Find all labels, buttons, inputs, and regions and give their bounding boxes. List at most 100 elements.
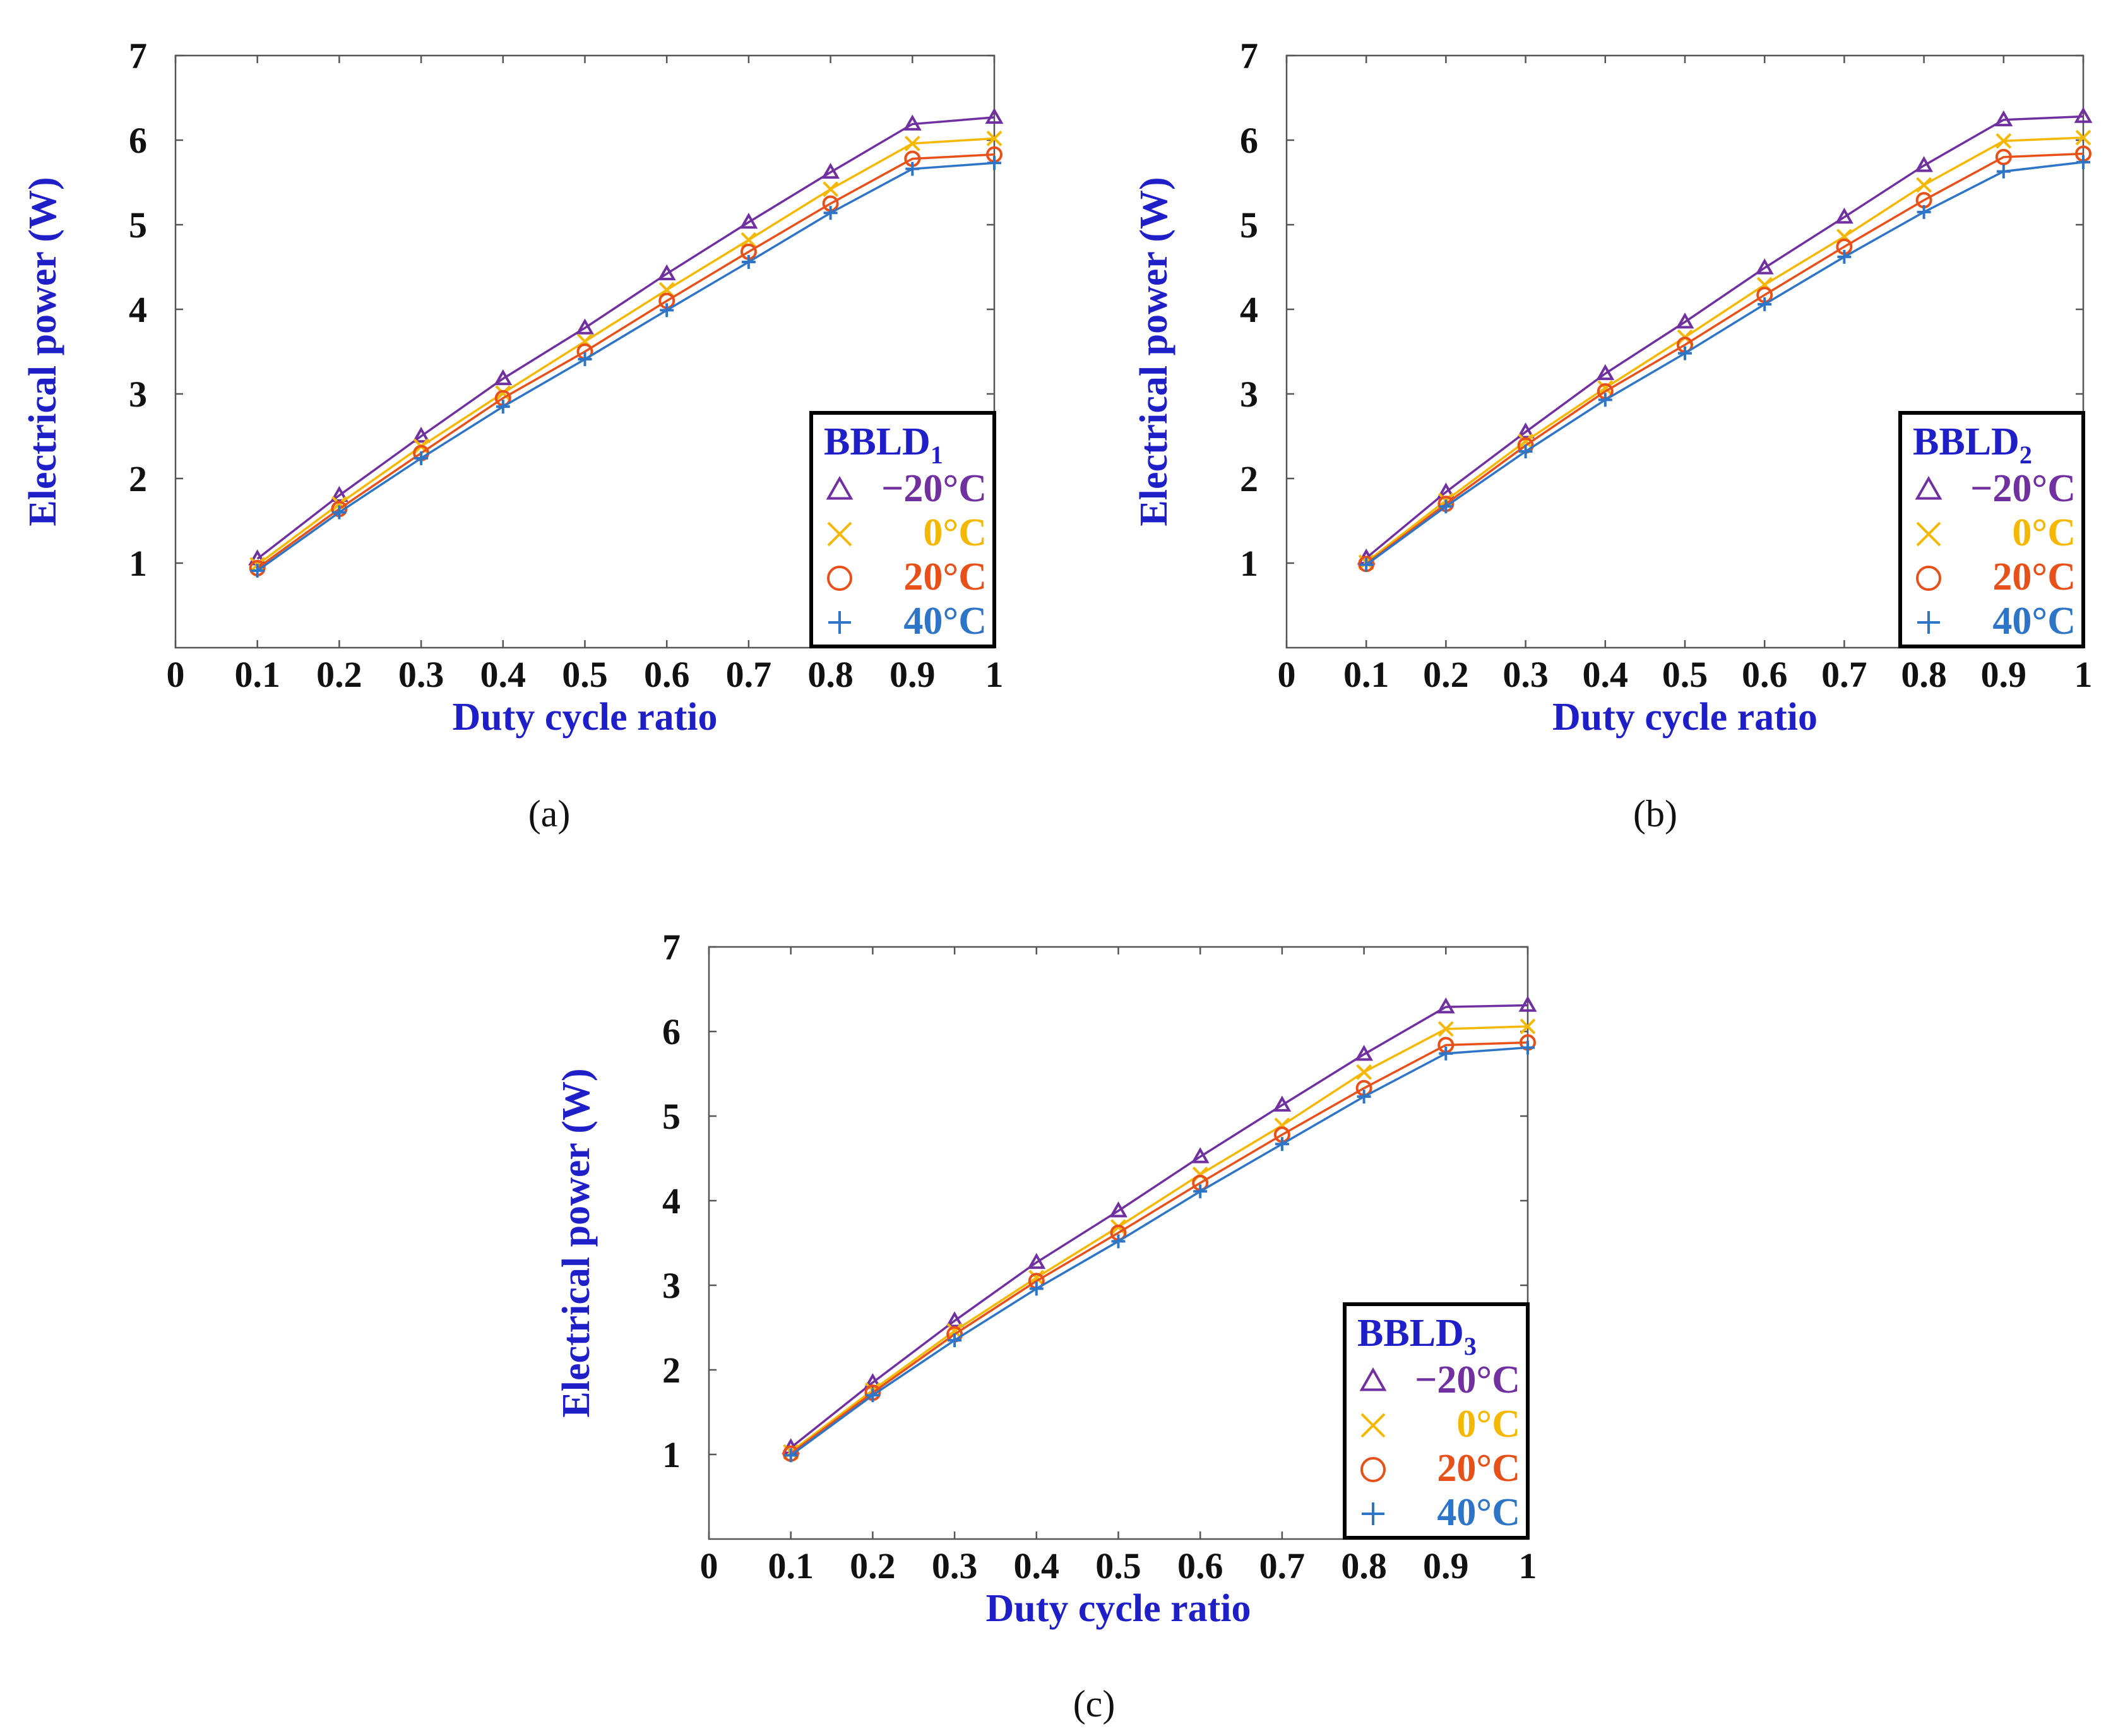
- series-line: [790, 1041, 1528, 1455]
- x-tick-label: 0.1: [768, 1545, 814, 1586]
- x-tick-label: 1: [1519, 1545, 1537, 1586]
- data-point: [1755, 258, 1774, 275]
- data-point: [2075, 129, 2091, 146]
- data-point: [1996, 133, 2012, 149]
- data-point: [250, 564, 265, 578]
- x-tick-label: 0.2: [316, 654, 362, 695]
- data-point: [866, 1388, 880, 1403]
- legend-title: BBLD1: [824, 420, 943, 469]
- legend-marker: [1360, 1413, 1386, 1438]
- chart-panel-c: 0 0.1 0.2 0.3 0.4 0.5 0.6 0.7 0.8 0.9 1 1 2 3 4 5 6 7 Duty…: [555, 927, 1537, 1630]
- data-point: [1028, 1269, 1045, 1286]
- legend-label: −20°C: [1415, 1358, 1520, 1401]
- legend-marker: [1916, 566, 1941, 591]
- data-point: [1835, 207, 1853, 224]
- series-line: [1365, 136, 2084, 564]
- x-tick-label: 0.5: [1095, 1545, 1141, 1586]
- legend-label: 0°C: [923, 511, 987, 554]
- data-point: [904, 135, 920, 152]
- y-axis-label: Electrical power (W): [21, 177, 64, 526]
- y-tick-label: 2: [1240, 458, 1258, 499]
- legend: BBLD3−20°C0°C20°C40°C: [1343, 1302, 1530, 1540]
- legend: BBLD1−20°C0°C20°C40°C: [809, 411, 996, 648]
- series-plus: [783, 1040, 1535, 1463]
- x-tick-label: 0: [700, 1545, 718, 1586]
- legend-marker: [827, 566, 852, 591]
- legend-label: 0°C: [1456, 1403, 1520, 1446]
- data-point: [1439, 499, 1453, 514]
- legend-label: 20°C: [1437, 1447, 1520, 1490]
- legend-marker: [1917, 611, 1940, 634]
- x-axis-label: Duty cycle ratio: [985, 1587, 1251, 1630]
- data-point: [578, 352, 592, 367]
- panel-caption-c: (c): [1073, 1683, 1116, 1725]
- y-tick-label: 7: [1240, 35, 1258, 76]
- data-point: [1518, 996, 1537, 1012]
- data-point: [496, 400, 510, 414]
- data-point: [1916, 177, 1932, 193]
- data-point: [1675, 312, 1694, 329]
- x-axis-label: Duty cycle ratio: [452, 696, 717, 739]
- series-plus: [1359, 155, 2090, 572]
- data-point: [1357, 1090, 1371, 1104]
- data-point: [1356, 1064, 1372, 1080]
- y-tick-label: 1: [662, 1434, 681, 1475]
- data-point: [1437, 1021, 1454, 1037]
- data-point: [332, 505, 347, 520]
- data-point: [863, 1373, 882, 1389]
- data-point: [1837, 249, 1852, 264]
- y-tick-label: 1: [129, 543, 147, 584]
- legend-title-subscript: 3: [1464, 1332, 1477, 1360]
- x-tick-label: 0.3: [398, 654, 444, 695]
- x-tick-label: 0.3: [1502, 654, 1549, 695]
- x-tick-label: 0.7: [1259, 1545, 1306, 1586]
- y-tick-label: 1: [1240, 543, 1258, 584]
- legend-title: BBLD2: [1913, 420, 2032, 469]
- x-tick-label: 0.5: [562, 654, 608, 695]
- legend-marker: [1362, 1502, 1384, 1525]
- data-point: [1193, 1184, 1208, 1199]
- data-point: [948, 1333, 962, 1348]
- x-tick-label: 0.8: [1901, 654, 1947, 695]
- data-point: [1995, 148, 2012, 165]
- data-point: [741, 254, 756, 269]
- data-point: [2076, 155, 2090, 169]
- panel-caption-b: (b): [1633, 793, 1677, 835]
- data-point: [2074, 107, 2093, 123]
- x-tick-label: 0.6: [1177, 1545, 1223, 1586]
- legend-label: −20°C: [881, 467, 987, 510]
- panel-caption-a: (a): [528, 793, 571, 835]
- legend-marker: [1359, 1367, 1387, 1391]
- data-point: [1109, 1201, 1127, 1218]
- legend-label: 40°C: [1437, 1491, 1520, 1534]
- legend-title-subscript: 1: [931, 441, 943, 469]
- data-point: [660, 303, 674, 318]
- legend-label: 0°C: [2012, 511, 2076, 554]
- x-axis-label: Duty cycle ratio: [1552, 696, 1818, 739]
- series-line: [1365, 152, 2084, 565]
- data-point: [494, 369, 513, 386]
- data-point: [1678, 346, 1692, 360]
- series-line: [790, 1004, 1528, 1449]
- legend-title-subscript: 2: [2020, 441, 2032, 469]
- data-point: [1994, 110, 2013, 127]
- legend-label: 20°C: [1992, 556, 2076, 598]
- data-point: [946, 1323, 963, 1339]
- y-tick-label: 5: [129, 205, 147, 246]
- data-point: [903, 114, 922, 131]
- x-tick-label: 0.4: [1583, 654, 1629, 695]
- series-line: [256, 153, 995, 569]
- x-tick-label: 0.2: [1423, 654, 1469, 695]
- x-tick-label: 0.1: [1343, 654, 1389, 695]
- legend-box: [809, 411, 996, 648]
- y-tick-label: 2: [129, 458, 147, 499]
- data-point: [987, 156, 1001, 170]
- data-point: [1439, 1046, 1453, 1061]
- x-tick-label: 0.7: [1821, 654, 1867, 695]
- series-line: [790, 1046, 1528, 1456]
- x-tick-label: 0.4: [1014, 1545, 1060, 1586]
- x-tick-label: 0.8: [1341, 1545, 1387, 1586]
- y-tick-label: 4: [129, 289, 147, 330]
- legend-title: BBLD3: [1357, 1312, 1477, 1360]
